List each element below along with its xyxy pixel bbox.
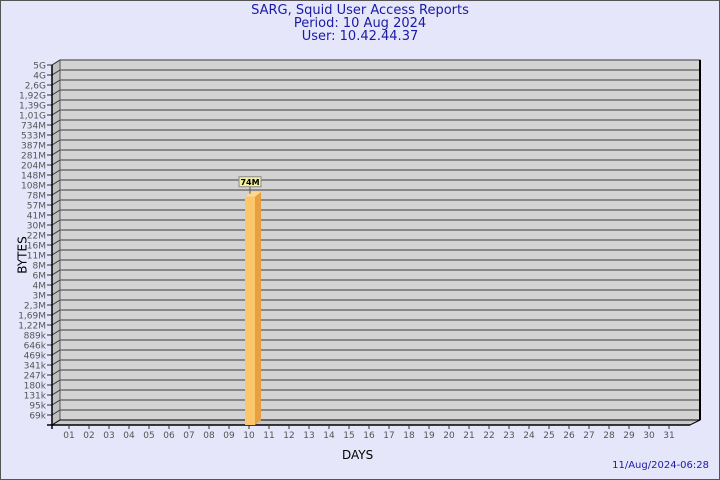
y-tick-label: 30M — [27, 222, 46, 232]
bar — [245, 196, 255, 425]
data-label: 74M — [240, 178, 259, 187]
y-tick-label: 889k — [24, 332, 47, 342]
chart-period: Period: 10 Aug 2024 — [293, 16, 427, 31]
x-tick-label: 23 — [503, 431, 514, 441]
y-tick-label: 247k — [24, 372, 47, 382]
y-tick-label: 3M — [33, 292, 47, 302]
x-tick-label: 05 — [143, 431, 154, 441]
y-tick-label: 734M — [21, 122, 46, 132]
y-tick-label: 646k — [24, 342, 47, 352]
y-tick-label: 108M — [21, 182, 46, 192]
x-tick-label: 03 — [103, 431, 114, 441]
x-tick-label: 20 — [443, 431, 455, 441]
y-tick-label: 2,3M — [24, 302, 46, 312]
x-axis-label: DAYS — [342, 448, 374, 462]
x-tick-label: 24 — [523, 431, 535, 441]
x-tick-label: 13 — [303, 431, 314, 441]
x-tick-label: 26 — [563, 431, 575, 441]
x-tick-label: 19 — [423, 431, 435, 441]
x-tick-label: 22 — [483, 431, 494, 441]
chart-user: User: 10.42.44.37 — [301, 29, 419, 44]
y-tick-label: 469k — [24, 352, 47, 362]
x-tick-label: 30 — [643, 431, 655, 441]
x-tick-label: 12 — [283, 431, 294, 441]
x-tick-label: 17 — [383, 431, 394, 441]
x-tick-label: 29 — [623, 431, 635, 441]
y-tick-label: 8M — [33, 262, 47, 272]
y-tick-label: 11M — [27, 252, 46, 262]
x-tick-label: 10 — [243, 431, 255, 441]
chart-title: SARG, Squid User Access Reports — [251, 3, 469, 18]
x-tick-label: 21 — [463, 431, 474, 441]
bar-side — [255, 191, 261, 425]
x-tick-label: 25 — [543, 431, 554, 441]
y-tick-label: 4G — [33, 72, 46, 82]
y-tick-label: 57M — [27, 202, 46, 212]
y-tick-label: 1,01G — [19, 112, 46, 122]
y-tick-label: 1,92G — [19, 92, 46, 102]
y-tick-label: 2,6G — [25, 82, 46, 92]
y-tick-label: 281M — [21, 152, 46, 162]
y-tick-label: 341k — [24, 362, 47, 372]
x-tick-label: 31 — [663, 431, 674, 441]
y-tick-label: 4M — [33, 282, 47, 292]
y-axis-label: BYTES — [15, 236, 30, 274]
y-tick-label: 16M — [27, 242, 46, 252]
x-tick-label: 04 — [123, 431, 135, 441]
y-tick-label: 533M — [21, 132, 46, 142]
y-tick-label: 95k — [29, 402, 46, 412]
x-tick-label: 07 — [183, 431, 194, 441]
y-tick-label: 204M — [21, 162, 46, 172]
x-tick-label: 16 — [363, 431, 375, 441]
y-tick-label: 387M — [21, 142, 46, 152]
bar-top — [245, 191, 261, 197]
y-tick-label: 148M — [21, 172, 46, 182]
x-tick-label: 28 — [603, 431, 615, 441]
y-tick-label: 22M — [27, 232, 46, 242]
x-tick-label: 02 — [83, 431, 94, 441]
x-tick-label: 11 — [263, 431, 274, 441]
x-tick-label: 09 — [223, 431, 235, 441]
y-tick-label: 6M — [33, 272, 47, 282]
y-tick-label: 69k — [29, 412, 46, 422]
y-tick-label: 180k — [24, 382, 47, 392]
x-tick-label: 01 — [63, 431, 74, 441]
y-tick-label: 1,22M — [18, 322, 46, 332]
y-tick-label: 5G — [33, 62, 46, 72]
y-tick-label: 41M — [27, 212, 46, 222]
y-tick-label: 78M — [27, 192, 46, 202]
x-tick-label: 08 — [203, 431, 215, 441]
data-label-box — [238, 176, 262, 188]
y-tick-label: 1,39G — [19, 102, 46, 112]
y-tick-label: 131k — [24, 392, 47, 402]
x-tick-label: 06 — [163, 431, 175, 441]
x-tick-label: 15 — [343, 431, 354, 441]
x-tick-label: 18 — [403, 431, 415, 441]
x-tick-label: 14 — [323, 431, 335, 441]
x-tick-label: 27 — [583, 431, 594, 441]
y-tick-label: 1,69M — [18, 312, 46, 322]
generated-timestamp: 11/Aug/2024-06:28 — [612, 460, 709, 471]
